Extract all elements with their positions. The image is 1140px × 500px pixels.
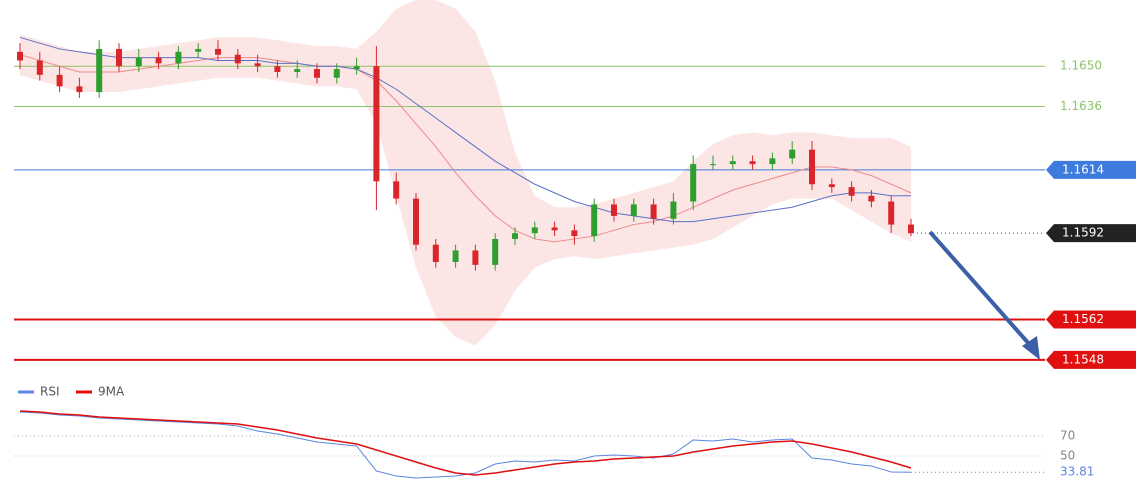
- candle-body: [848, 187, 855, 196]
- candle-body: [36, 60, 43, 75]
- candle-body: [630, 204, 637, 216]
- candle-body: [175, 51, 182, 64]
- level-label-box: [1046, 310, 1136, 329]
- candle-body: [17, 51, 23, 61]
- candle-body: [710, 164, 716, 166]
- candle-body: [591, 204, 598, 237]
- legend-label: RSI: [40, 385, 60, 399]
- candle-body: [294, 69, 301, 72]
- candle-body: [135, 57, 142, 67]
- candle-body: [96, 48, 103, 93]
- candle-body: [670, 201, 677, 219]
- candle-body: [452, 250, 459, 262]
- candle-body: [274, 66, 281, 72]
- candle-body: [413, 198, 419, 245]
- candle-body: [234, 54, 241, 64]
- forecast-arrow-head: [1022, 336, 1040, 360]
- candle-body: [611, 204, 617, 216]
- candle-body: [828, 184, 835, 188]
- level-label: 1.1562: [1062, 312, 1104, 326]
- series-line: [19, 410, 912, 476]
- candle-body: [353, 66, 360, 70]
- candle-body: [76, 86, 83, 93]
- candle-body: [571, 230, 578, 237]
- level-label-box: [1046, 160, 1136, 179]
- candle-body: [373, 66, 380, 182]
- candle-body: [908, 224, 914, 234]
- candle-body: [531, 227, 538, 234]
- candle-body: [512, 233, 518, 239]
- candle-body: [254, 63, 261, 67]
- rsi-panel: RSI 9MA 70 50 33.81: [14, 385, 1094, 479]
- legend-label: 9MA: [98, 385, 125, 399]
- candle-body: [492, 238, 499, 265]
- price-panel: 1.1650 1.1636 1.1614 1.1592 1.1562 1.1548: [14, 0, 1136, 369]
- level-label: 1.1636: [1060, 99, 1102, 113]
- y-tick-label: 70: [1060, 429, 1075, 443]
- candle-body: [551, 227, 558, 231]
- moving-average: [19, 36, 911, 223]
- level-label: 1.1614: [1062, 162, 1104, 176]
- forecast-arrow: [928, 230, 1032, 347]
- candle-body: [215, 48, 221, 55]
- candle-body: [888, 201, 895, 225]
- candle-body: [789, 149, 796, 159]
- bollinger-band: [20, 0, 911, 346]
- level-label: 1.1548: [1062, 352, 1104, 366]
- level-label-box: [1046, 224, 1136, 243]
- last-value-label: 33.81: [1060, 465, 1094, 479]
- candle-body: [472, 250, 479, 265]
- candle-body: [333, 69, 340, 78]
- moving-average: [19, 54, 912, 243]
- candle-body: [195, 48, 202, 52]
- candle-body: [809, 149, 815, 185]
- candle-body: [650, 204, 657, 219]
- candle-body: [393, 181, 400, 199]
- candle-body: [729, 161, 736, 165]
- candle-body: [116, 48, 122, 67]
- candle-body: [749, 161, 756, 165]
- candle-body: [769, 158, 776, 165]
- y-tick-label: 50: [1060, 449, 1075, 463]
- level-label: 1.1592: [1062, 226, 1104, 240]
- candle-body: [868, 195, 875, 202]
- candle-body: [690, 164, 697, 202]
- candle-body: [155, 57, 162, 64]
- candle-body: [432, 244, 439, 262]
- candle-body: [314, 69, 320, 78]
- level-label-box: [1046, 350, 1136, 369]
- candle-body: [56, 74, 63, 87]
- level-label: 1.1650: [1060, 59, 1102, 73]
